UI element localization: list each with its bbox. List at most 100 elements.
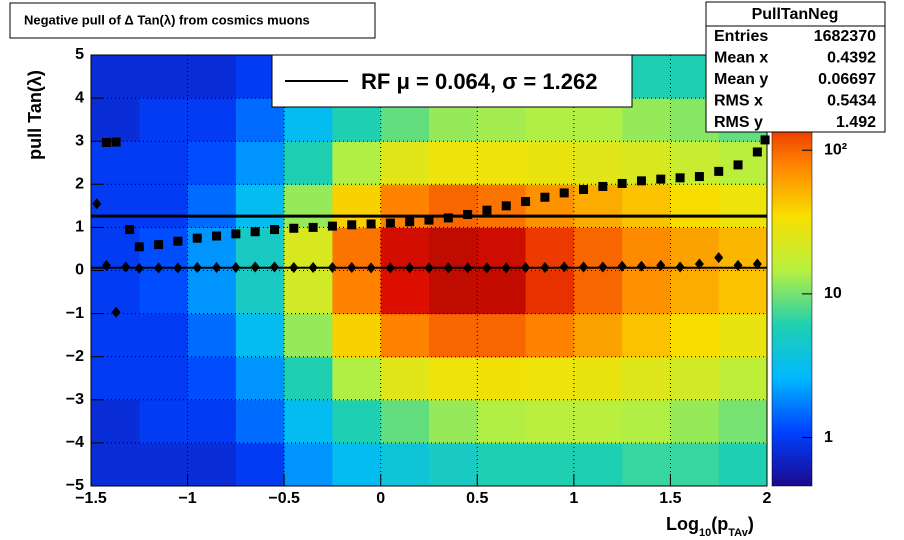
- x-label-part: (p: [711, 514, 728, 534]
- legend-text: RF μ = 0.064, σ = 1.262: [361, 69, 597, 94]
- profile-point: [347, 261, 357, 273]
- x-tick-label: 0: [376, 490, 385, 507]
- profile-point: [289, 223, 299, 233]
- heatmap-cell: [525, 399, 575, 444]
- heatmap-cell: [429, 270, 478, 315]
- heatmap-cell: [429, 356, 478, 401]
- heatmap-cell: [670, 356, 720, 401]
- profile-point: [617, 260, 627, 272]
- profile-point: [463, 262, 473, 274]
- y-tick-label: −2: [66, 348, 84, 365]
- heatmap-cell: [187, 442, 237, 487]
- heatmap-cell: [718, 442, 768, 487]
- profile-point: [111, 137, 121, 147]
- stats-value: 1.492: [836, 114, 876, 131]
- heatmap-cell: [284, 442, 333, 487]
- profile-point: [231, 229, 241, 239]
- heatmap-cell: [380, 442, 430, 487]
- y-tick-label: 3: [75, 132, 84, 149]
- x-label-part: ): [748, 514, 754, 534]
- profile-point: [463, 209, 473, 219]
- profile-point: [154, 240, 164, 250]
- heatmap-cell: [380, 270, 430, 315]
- profile-point: [656, 259, 666, 271]
- heatmap-cell: [187, 399, 237, 444]
- heatmap-cell: [284, 270, 333, 315]
- profile-point: [308, 222, 318, 232]
- heatmap-cell: [139, 98, 189, 142]
- heatmap-cell: [91, 399, 140, 444]
- profile-point: [521, 197, 531, 207]
- heatmap-cell: [477, 141, 527, 185]
- profile-point: [385, 218, 395, 228]
- heatmap-cell: [187, 98, 237, 142]
- profile-point: [482, 262, 492, 274]
- heatmap-cell: [429, 399, 478, 444]
- y-tick-label: 5: [75, 46, 84, 63]
- profile-point: [579, 184, 589, 194]
- heatmap-cell: [139, 141, 189, 185]
- heatmap-cell: [91, 55, 140, 99]
- profile-point: [598, 181, 608, 191]
- profile-point: [694, 258, 704, 270]
- heatmap-cell: [332, 270, 382, 315]
- profile-point: [424, 262, 434, 274]
- profile-point: [327, 261, 337, 273]
- x-label-part: Log: [666, 514, 699, 534]
- profile-point: [405, 262, 415, 274]
- profile-point: [579, 261, 589, 273]
- heatmap-cell: [718, 313, 768, 358]
- heatmap-cell: [139, 442, 189, 487]
- heatmap-cell: [380, 356, 430, 401]
- heatmap-cell: [380, 399, 430, 444]
- x-label-sub: TAv: [728, 527, 748, 539]
- x-tick-label: −1.5: [75, 490, 107, 507]
- heatmap-cell: [670, 313, 720, 358]
- profile-point: [694, 172, 704, 182]
- stats-value: 0.4392: [827, 50, 876, 67]
- heatmap-cell: [235, 184, 285, 228]
- x-tick-label: −1: [178, 490, 196, 507]
- heatmap-cell: [573, 442, 623, 487]
- heatmap-cell: [139, 184, 189, 228]
- heatmap-cell: [187, 313, 237, 358]
- z-tick-label: 1: [824, 429, 833, 446]
- profile-point: [733, 259, 743, 271]
- heatmap-cell: [380, 313, 430, 358]
- profile-point: [347, 220, 357, 230]
- heatmap-cell: [284, 399, 333, 444]
- heatmap-cell: [429, 442, 478, 487]
- profile-point: [327, 221, 337, 231]
- profile-point: [760, 135, 770, 145]
- stats-value: 1682370: [814, 28, 876, 45]
- profile-point: [269, 225, 279, 235]
- heatmap-cell: [332, 442, 382, 487]
- y-tick-label: −4: [66, 434, 84, 451]
- heatmap-cell: [573, 399, 623, 444]
- heatmap-cell: [573, 141, 623, 185]
- heatmap-cell: [622, 442, 671, 487]
- heatmap-cell: [284, 141, 333, 185]
- x-tick-label: 2: [763, 490, 772, 507]
- heatmap-cell: [235, 356, 285, 401]
- profile-point: [405, 217, 415, 227]
- heatmap-cell: [139, 399, 189, 444]
- y-tick-label: 1: [75, 219, 84, 236]
- profile-point: [675, 261, 685, 273]
- heatmap-cell: [91, 227, 140, 271]
- heatmap-cell: [91, 313, 140, 358]
- profile-point: [366, 219, 376, 229]
- heatmap-cell: [573, 313, 623, 358]
- y-tick-label: 4: [75, 89, 84, 106]
- profile-point: [121, 261, 131, 273]
- stats-value: 0.06697: [818, 71, 876, 88]
- profile-point: [269, 261, 279, 273]
- z-tick-label: 10²: [824, 141, 847, 158]
- heatmap-cell: [525, 356, 575, 401]
- x-tick-label: −0.5: [268, 490, 300, 507]
- profile-point: [289, 261, 299, 273]
- profile-point: [521, 261, 531, 273]
- heatmap-cell: [235, 270, 285, 315]
- heatmap-cell: [187, 270, 237, 315]
